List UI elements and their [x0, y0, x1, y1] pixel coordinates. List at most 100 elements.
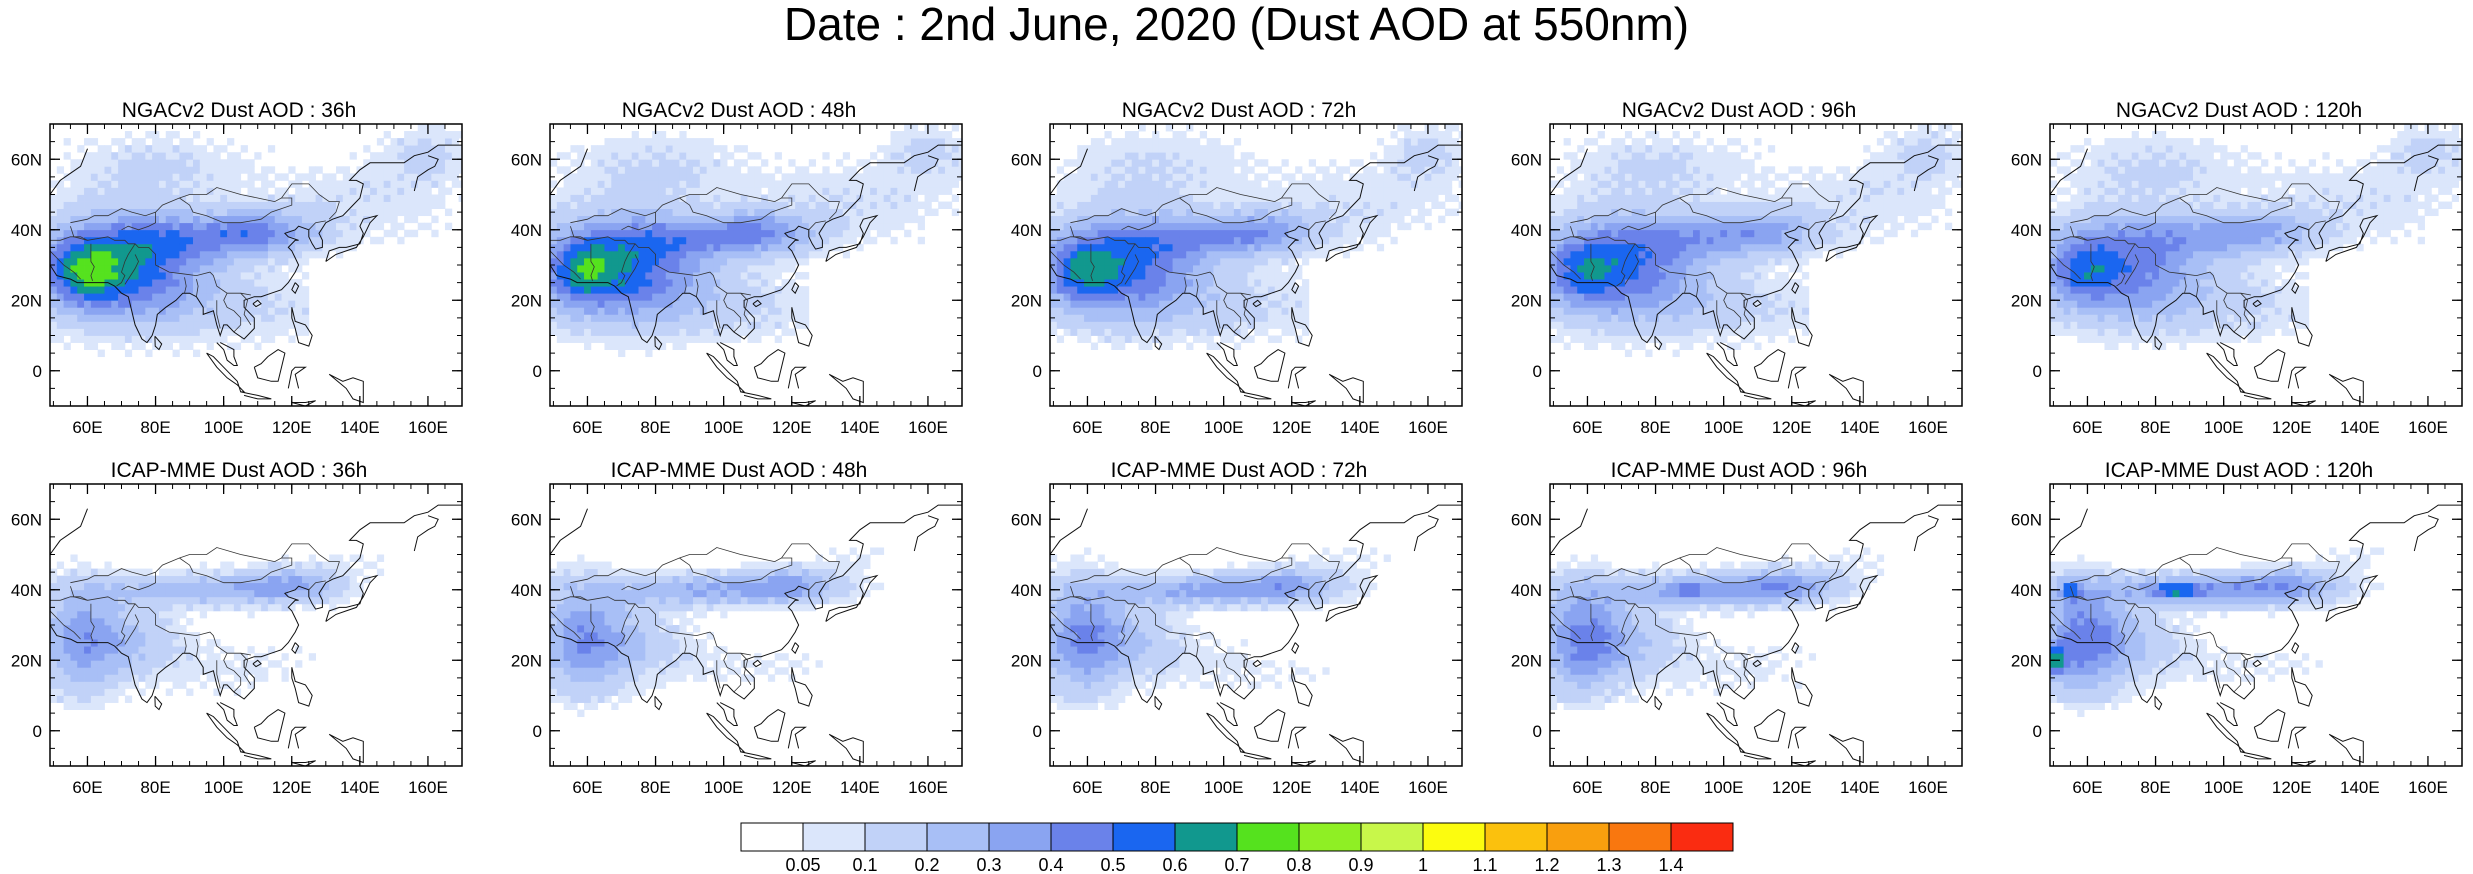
aod-cell [1686, 152, 1694, 160]
aod-cell [1179, 222, 1187, 231]
aod-cell [1070, 229, 1078, 238]
aod-cell [1227, 286, 1235, 294]
aod-cell [1631, 152, 1639, 160]
aod-cell [686, 321, 694, 329]
aod-cell [1638, 307, 1646, 315]
borders [50, 183, 340, 333]
aod-cell [1118, 300, 1126, 308]
aod-cell [1556, 293, 1565, 301]
aod-cell [274, 279, 282, 287]
aod-cell [733, 279, 742, 287]
aod-cell [97, 173, 105, 181]
aod-cell [1665, 145, 1673, 153]
aod-cell [172, 166, 180, 174]
aod-cell [706, 257, 714, 266]
aod-cell [70, 159, 78, 167]
aod-cell [727, 286, 735, 294]
aod-cell [624, 272, 633, 280]
aod-cell [131, 215, 139, 224]
aod-cell [1077, 208, 1085, 217]
aod-cell [618, 201, 626, 209]
aod-cell [1193, 152, 1201, 160]
aod-cell [240, 208, 248, 217]
aod-cell [1679, 236, 1687, 245]
aod-cell [1611, 342, 1619, 350]
aod-cell [165, 159, 173, 167]
aod-cell [363, 208, 371, 217]
aod-cell [1631, 243, 1639, 252]
aod-cell [1693, 159, 1701, 167]
aod-cell [50, 335, 58, 343]
aod-cell [206, 194, 214, 202]
aod-cell [1686, 250, 1694, 259]
aod-cell [706, 159, 714, 167]
aod-cell [254, 236, 262, 245]
aod-cell [193, 194, 201, 202]
x-tick-label: 100E [704, 418, 744, 437]
aod-cell [1193, 314, 1201, 322]
aod-cell [1193, 180, 1201, 188]
aod-cell [1274, 335, 1282, 343]
aod-cell [1124, 194, 1133, 202]
aod-cell [1550, 257, 1558, 266]
aod-cell [1604, 145, 1612, 153]
aod-cell [611, 229, 619, 238]
aod-cell [97, 250, 105, 259]
aod-cell [1604, 236, 1612, 245]
aod-cell [1199, 187, 1208, 195]
aod-cell [890, 131, 898, 139]
aod-cell [604, 321, 612, 329]
aod-cell [1295, 307, 1303, 315]
aod-cell [63, 173, 71, 181]
aod-cell [424, 187, 432, 195]
aod-cell [1281, 300, 1289, 308]
aod-cell [1261, 236, 1269, 245]
aod-cell [1672, 229, 1680, 238]
aod-cell [1090, 152, 1099, 160]
aod-cell [1672, 293, 1680, 301]
aod-cell [1336, 222, 1344, 231]
aod-cell [90, 328, 99, 336]
aod-cell [672, 250, 680, 259]
aod-cell [1111, 194, 1119, 202]
aod-cell [1618, 250, 1626, 259]
aod-cell [145, 215, 153, 224]
aod-cell [917, 180, 925, 188]
aod-cell [165, 180, 173, 188]
aod-cell [1172, 131, 1180, 139]
aod-cell [165, 222, 173, 231]
aod-cell [172, 250, 180, 259]
aod-cell [1070, 272, 1078, 280]
aod-cell [1315, 201, 1323, 209]
aod-cell [1111, 201, 1119, 209]
aod-cell [1274, 166, 1282, 174]
aod-cell [638, 201, 646, 209]
aod-cell [131, 286, 139, 294]
aod-cell [1590, 335, 1599, 343]
aod-cell [795, 236, 803, 245]
aod-cell [767, 328, 776, 336]
aod-cell [1233, 272, 1242, 280]
aod-cell [193, 236, 201, 245]
aod-cell [1631, 229, 1639, 238]
country-border [70, 183, 340, 224]
aod-cell [822, 215, 830, 224]
aod-cell [1124, 279, 1133, 287]
aod-cell [931, 138, 939, 146]
aod-cell [550, 201, 558, 209]
aod-cell [1077, 328, 1085, 336]
aod-cell [1138, 145, 1146, 153]
aod-cell [1645, 201, 1653, 209]
aod-cell [638, 314, 646, 322]
aod-cell [50, 222, 58, 231]
aod-cell [631, 328, 639, 336]
aod-cell [1138, 152, 1146, 160]
aod-cell [1179, 236, 1187, 245]
aod-cell [801, 314, 810, 322]
aod-cell [1267, 272, 1276, 280]
aod-cell [720, 328, 728, 336]
aod-cell [1624, 349, 1633, 358]
aod-cell [679, 314, 687, 322]
aod-cell [672, 229, 680, 238]
aod-cell [213, 159, 221, 167]
